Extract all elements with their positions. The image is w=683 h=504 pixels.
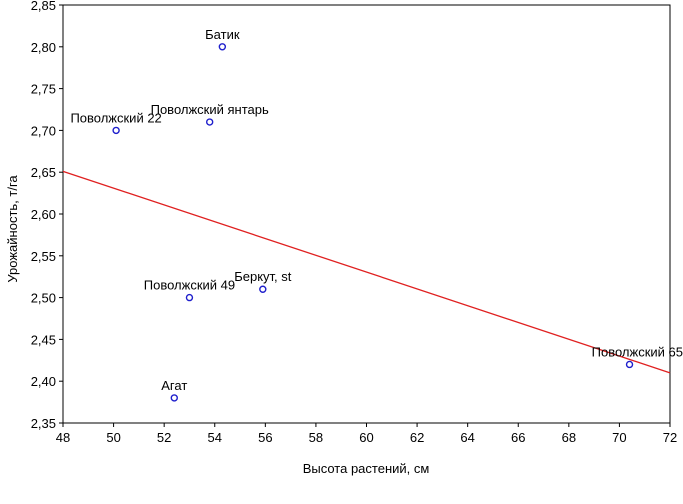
regression-line — [62, 170, 671, 374]
x-tick-label: 62 — [410, 430, 424, 445]
data-point — [205, 118, 214, 126]
y-tick-label: 2,35 — [31, 416, 56, 431]
data-point — [625, 360, 634, 369]
y-axis-ticks: 2,35 2,40 2,45 2,50 2,55 2,60 2,65 2,70 2,75 2,80… — [31, 0, 63, 431]
y-tick-label: 2,80 — [31, 40, 56, 55]
x-tick-label: 52 — [157, 430, 171, 445]
trendline-layer — [62, 170, 671, 374]
point-label: Поволжский янтарь — [151, 102, 269, 117]
y-tick-label: 2,70 — [31, 123, 56, 138]
point-label: Поволжский 22 — [70, 110, 161, 125]
x-axis-title: Высота растений, см — [303, 461, 430, 476]
y-tick-label: 2,40 — [31, 374, 56, 389]
x-tick-label: 60 — [359, 430, 373, 445]
point-label: Поволжский 65 — [592, 344, 683, 359]
data-point — [170, 394, 178, 402]
data-point — [185, 293, 194, 302]
x-tick-label: 72 — [663, 430, 677, 445]
data-point — [218, 43, 227, 51]
point-label: Батик — [205, 27, 240, 42]
x-tick-label: 54 — [208, 430, 222, 445]
point-label: Беркут, st — [234, 269, 292, 284]
data-point — [112, 126, 120, 135]
y-tick-label: 2,50 — [31, 291, 56, 306]
data-point — [259, 285, 267, 293]
y-tick-label: 2,75 — [31, 82, 56, 97]
y-tick-label: 2,55 — [31, 249, 56, 264]
y-tick-label: 2,45 — [31, 332, 56, 347]
x-tick-label: 58 — [309, 430, 323, 445]
x-axis-ticks: 48 50 52 54 56 58 60 62 64 66 68 70 72 — [56, 423, 677, 445]
point-label: Поволжский 49 — [144, 278, 235, 293]
y-axis-title: Урожайность, т/га — [5, 175, 20, 283]
x-tick-label: 48 — [56, 430, 70, 445]
y-tick-label: 2,65 — [31, 165, 56, 180]
x-tick-label: 70 — [612, 430, 626, 445]
x-tick-label: 56 — [258, 430, 272, 445]
y-tick-label: 2,60 — [31, 207, 56, 222]
x-tick-label: 66 — [511, 430, 525, 445]
y-tick-label: 2,85 — [31, 0, 56, 13]
x-tick-label: 64 — [460, 430, 474, 445]
x-tick-label: 68 — [562, 430, 576, 445]
x-tick-label: 50 — [106, 430, 120, 445]
point-label: Агат — [161, 378, 187, 393]
